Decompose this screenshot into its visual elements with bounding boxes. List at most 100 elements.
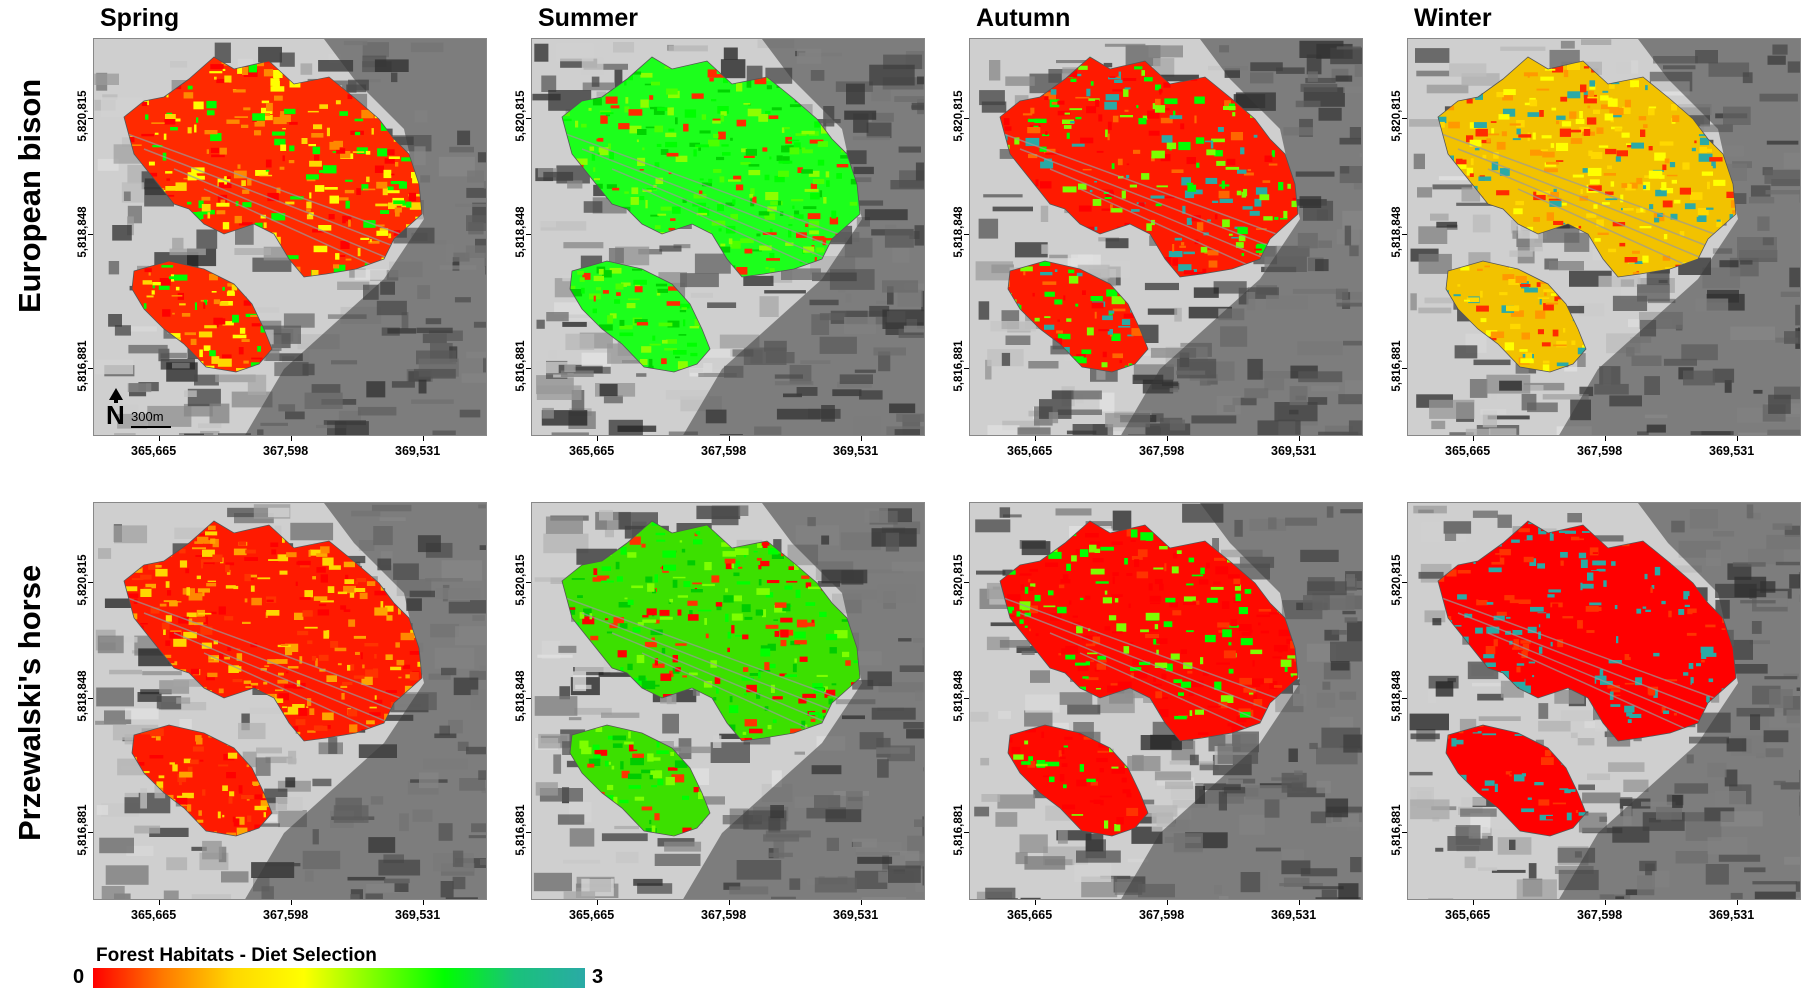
x-tick-label: 369,531 bbox=[1709, 908, 1755, 922]
y-tick-mark bbox=[526, 832, 531, 833]
y-tick-mark bbox=[526, 582, 531, 583]
species-label-bison: European bison bbox=[12, 78, 47, 313]
x-tick-label: 365,665 bbox=[1445, 444, 1491, 458]
species-label-horse: Przewalski's horse bbox=[12, 564, 47, 841]
y-tick-mark bbox=[88, 118, 93, 119]
x-tick-mark bbox=[861, 900, 862, 905]
y-tick-label: 5,820,815 bbox=[77, 554, 89, 606]
y-tick-label: 5,820,815 bbox=[515, 554, 527, 606]
y-tick-mark bbox=[1402, 832, 1407, 833]
map-panel-european-bison-spring bbox=[93, 38, 487, 436]
y-tick-mark bbox=[526, 368, 531, 369]
y-tick-label: 5,818,848 bbox=[77, 670, 89, 722]
season-header-autumn: Autumn bbox=[976, 4, 1071, 32]
y-tick-mark bbox=[526, 698, 531, 699]
x-tick-mark bbox=[861, 436, 862, 441]
north-arrow-icon bbox=[103, 388, 129, 435]
x-tick-mark bbox=[1605, 900, 1606, 905]
y-tick-label: 5,820,815 bbox=[953, 90, 965, 142]
y-tick-label: 5,820,815 bbox=[77, 90, 89, 142]
x-tick-mark bbox=[1167, 436, 1168, 441]
x-tick-label: 367,598 bbox=[1139, 908, 1185, 922]
y-tick-mark bbox=[526, 118, 531, 119]
x-tick-mark bbox=[423, 900, 424, 905]
y-tick-mark bbox=[88, 832, 93, 833]
x-tick-mark bbox=[291, 436, 292, 441]
y-tick-mark bbox=[964, 832, 969, 833]
season-header-summer: Summer bbox=[538, 4, 639, 32]
y-tick-label: 5,820,815 bbox=[1391, 90, 1403, 142]
y-tick-label: 5,818,848 bbox=[1391, 206, 1403, 258]
x-tick-mark bbox=[291, 900, 292, 905]
y-tick-label: 5,816,881 bbox=[1391, 340, 1403, 392]
map-panel-przewalski-s-horse-autumn bbox=[969, 502, 1363, 900]
x-tick-mark bbox=[423, 436, 424, 441]
x-tick-mark bbox=[597, 436, 598, 441]
y-tick-label: 5,816,881 bbox=[77, 804, 89, 856]
x-tick-label: 367,598 bbox=[263, 908, 309, 922]
map-panel-przewalski-s-horse-winter bbox=[1407, 502, 1801, 900]
season-header-winter: Winter bbox=[1414, 4, 1492, 32]
x-tick-label: 365,665 bbox=[131, 908, 177, 922]
x-tick-label: 369,531 bbox=[1271, 444, 1317, 458]
x-tick-mark bbox=[1737, 900, 1738, 905]
x-tick-mark bbox=[1035, 900, 1036, 905]
x-tick-mark bbox=[1473, 900, 1474, 905]
y-tick-label: 5,818,848 bbox=[515, 206, 527, 258]
map-panel-przewalski-s-horse-spring bbox=[93, 502, 487, 900]
x-tick-mark bbox=[729, 900, 730, 905]
y-tick-mark bbox=[964, 368, 969, 369]
x-tick-mark bbox=[1473, 436, 1474, 441]
y-tick-mark bbox=[88, 698, 93, 699]
x-tick-label: 365,665 bbox=[1007, 444, 1053, 458]
y-tick-label: 5,818,848 bbox=[77, 206, 89, 258]
x-tick-mark bbox=[159, 900, 160, 905]
x-tick-label: 369,531 bbox=[395, 908, 441, 922]
y-tick-label: 5,818,848 bbox=[953, 670, 965, 722]
legend-color-ramp bbox=[93, 968, 585, 988]
map-panel-przewalski-s-horse-summer bbox=[531, 502, 925, 900]
map-panel-european-bison-winter bbox=[1407, 38, 1801, 436]
scale-bar-label: 300m bbox=[131, 409, 164, 424]
y-tick-label: 5,818,848 bbox=[515, 670, 527, 722]
x-tick-mark bbox=[1605, 436, 1606, 441]
x-tick-mark bbox=[729, 436, 730, 441]
x-tick-mark bbox=[597, 900, 598, 905]
x-tick-label: 365,665 bbox=[569, 908, 615, 922]
legend-max-label: 3 bbox=[592, 966, 604, 988]
x-tick-label: 369,531 bbox=[833, 908, 879, 922]
y-tick-label: 5,816,881 bbox=[515, 804, 527, 856]
y-tick-mark bbox=[88, 368, 93, 369]
x-tick-mark bbox=[1737, 436, 1738, 441]
x-tick-label: 365,665 bbox=[1007, 908, 1053, 922]
y-tick-mark bbox=[964, 582, 969, 583]
y-tick-mark bbox=[88, 582, 93, 583]
legend-min-label: 0 bbox=[73, 966, 85, 988]
y-tick-mark bbox=[1402, 368, 1407, 369]
x-tick-label: 365,665 bbox=[569, 444, 615, 458]
x-tick-mark bbox=[1299, 900, 1300, 905]
y-tick-mark bbox=[88, 234, 93, 235]
y-tick-label: 5,816,881 bbox=[1391, 804, 1403, 856]
x-tick-label: 367,598 bbox=[263, 444, 309, 458]
x-tick-mark bbox=[1035, 436, 1036, 441]
map-panel-european-bison-autumn bbox=[969, 38, 1363, 436]
x-tick-label: 367,598 bbox=[1139, 444, 1185, 458]
x-tick-label: 369,531 bbox=[395, 444, 441, 458]
y-tick-mark bbox=[1402, 698, 1407, 699]
scale-bar bbox=[131, 426, 171, 428]
x-tick-mark bbox=[1299, 436, 1300, 441]
y-tick-label: 5,816,881 bbox=[515, 340, 527, 392]
x-tick-label: 369,531 bbox=[833, 444, 879, 458]
y-tick-mark bbox=[1402, 234, 1407, 235]
x-tick-label: 369,531 bbox=[1271, 908, 1317, 922]
y-tick-mark bbox=[964, 234, 969, 235]
x-tick-label: 365,665 bbox=[1445, 908, 1491, 922]
y-tick-mark bbox=[1402, 118, 1407, 119]
y-tick-label: 5,820,815 bbox=[515, 90, 527, 142]
legend-title: Forest Habitats - Diet Selection bbox=[96, 945, 377, 966]
season-header-spring: Spring bbox=[100, 4, 180, 32]
y-tick-label: 5,816,881 bbox=[953, 804, 965, 856]
y-tick-label: 5,816,881 bbox=[77, 340, 89, 392]
y-tick-mark bbox=[526, 234, 531, 235]
